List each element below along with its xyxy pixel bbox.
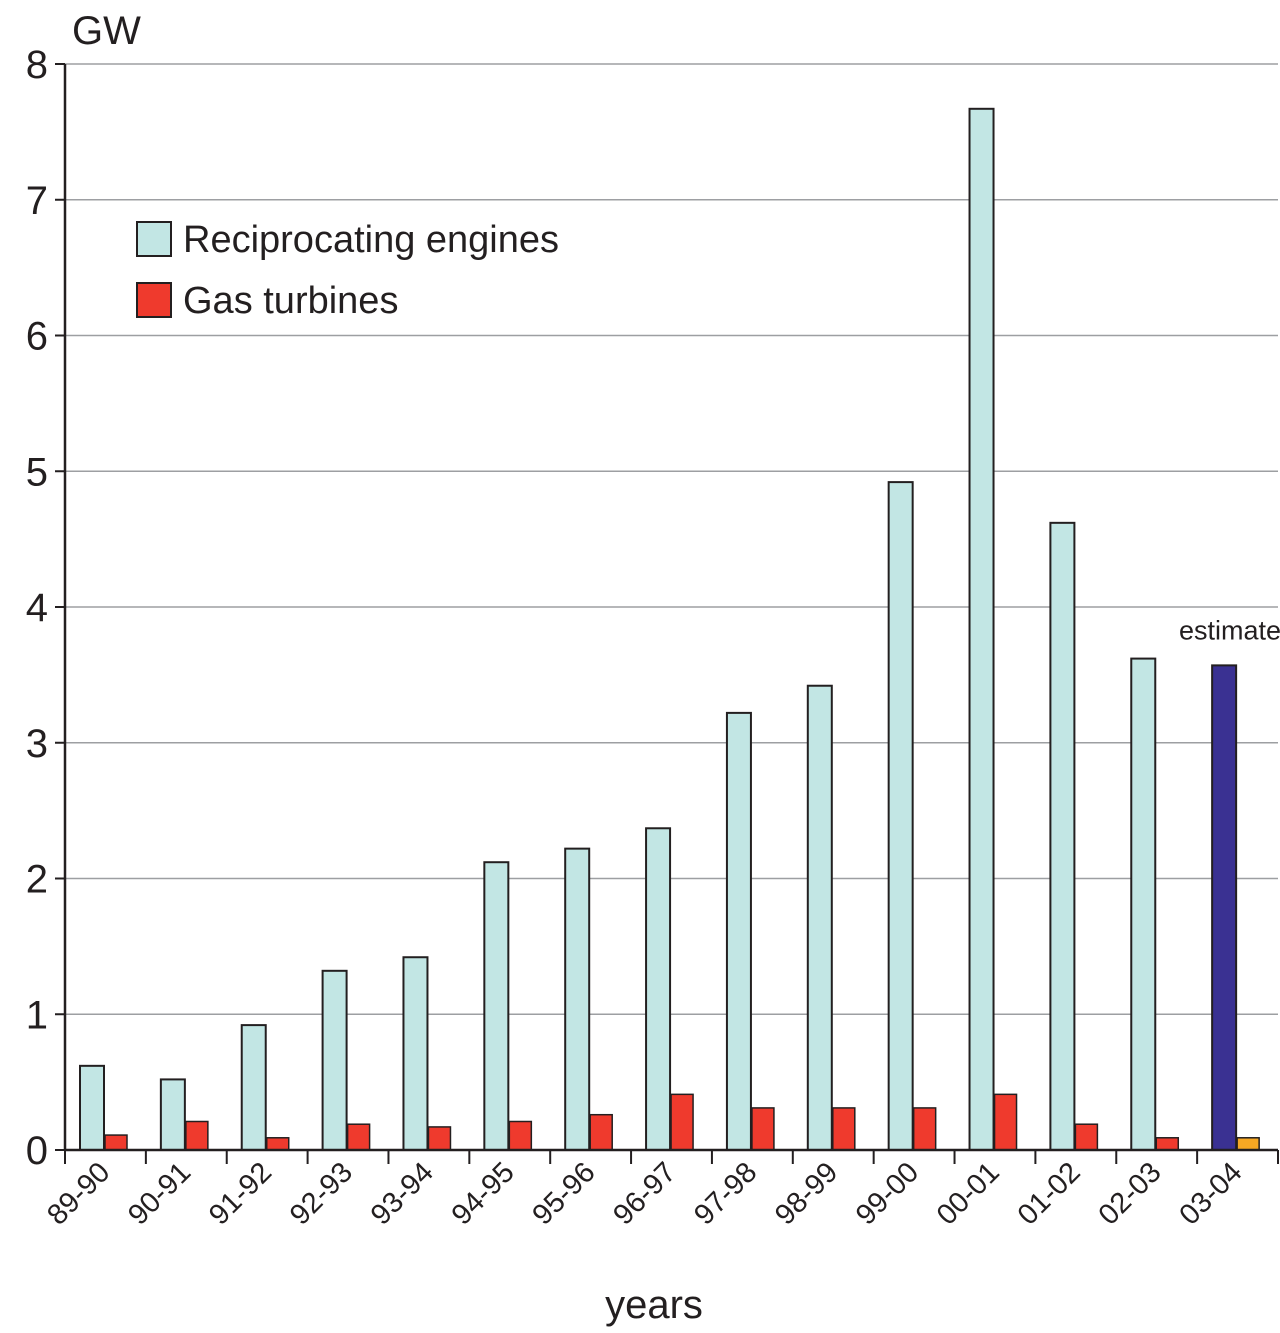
legend-label-0: Reciprocating engines xyxy=(183,219,559,261)
legend-swatch-0 xyxy=(136,221,172,257)
bar-gas-turbine-90-91 xyxy=(185,1120,209,1151)
axes xyxy=(55,63,1279,1164)
x-tick-labels: 89-90 90-91 91-92 92-93 93-94 94-95 95-96 96-97… xyxy=(41,1156,1248,1231)
bar-gas-turbine-00-01 xyxy=(993,1093,1018,1151)
x-tick-label-96-97: 96-97 xyxy=(607,1156,682,1231)
y-tick-label-7: 7 xyxy=(26,179,48,223)
bar-reciprocating-01-02 xyxy=(1049,521,1076,1151)
bar-gas-turbine-98-99 xyxy=(832,1107,856,1151)
bar-reciprocating-96-97 xyxy=(645,827,672,1152)
legend-label-1: Gas turbines xyxy=(183,280,398,322)
gridlines xyxy=(65,63,1278,1015)
x-tick-label-97-98: 97-98 xyxy=(688,1156,763,1231)
y-tick-label-5: 5 xyxy=(26,450,48,494)
y-axis-unit: GW xyxy=(72,9,141,53)
bar-reciprocating-89-90 xyxy=(79,1064,105,1151)
y-tick-label-6: 6 xyxy=(26,315,48,359)
legend: Reciprocating engines Gas turbines xyxy=(136,219,559,322)
bar-gas-turbine-93-94 xyxy=(427,1126,452,1151)
bar-gas-turbine-92-93 xyxy=(346,1123,371,1151)
x-tick-label-01-02: 01-02 xyxy=(1012,1156,1087,1231)
bar-gas-turbine-91-92 xyxy=(265,1137,290,1151)
y-tick-labels: 0 1 2 3 4 5 6 7 8 xyxy=(26,43,48,1173)
x-tick-label-92-93: 92-93 xyxy=(284,1156,359,1231)
bar-gas-turbine-99-00 xyxy=(912,1107,937,1151)
legend-swatch-1 xyxy=(136,282,172,318)
x-axis-title: years xyxy=(605,1283,703,1327)
bars xyxy=(79,107,1260,1152)
bar-gas-turbine-02-03 xyxy=(1155,1137,1180,1151)
x-tick-label-94-95: 94-95 xyxy=(446,1156,521,1231)
annotations: estimate xyxy=(1179,615,1280,645)
y-tick-label-0: 0 xyxy=(26,1129,48,1173)
bar-reciprocating-98-99 xyxy=(806,684,833,1151)
bar-gas-turbine-03-04 xyxy=(1236,1137,1260,1151)
y-tick-label-3: 3 xyxy=(26,722,48,766)
x-tick-label-98-99: 98-99 xyxy=(769,1156,844,1231)
y-tick-label-4: 4 xyxy=(26,586,48,630)
bar-reciprocating-91-92 xyxy=(240,1024,267,1151)
bar-gas-turbine-01-02 xyxy=(1074,1123,1099,1151)
bar-reciprocating-90-91 xyxy=(159,1078,186,1152)
y-tick-label-2: 2 xyxy=(26,858,48,902)
bar-gas-turbine-94-95 xyxy=(508,1120,533,1151)
bar-reciprocating-02-03 xyxy=(1130,657,1157,1152)
x-tick-label-89-90: 89-90 xyxy=(41,1156,116,1231)
bar-reciprocating-00-01 xyxy=(968,107,995,1152)
bar-reciprocating-94-95 xyxy=(483,861,510,1152)
bar-reciprocating-99-00 xyxy=(887,481,914,1151)
bar-reciprocating-92-93 xyxy=(321,969,348,1151)
x-tick-label-00-01: 00-01 xyxy=(931,1156,1006,1231)
bar-reciprocating-93-94 xyxy=(402,956,429,1151)
bar-gas-turbine-97-98 xyxy=(751,1107,775,1151)
x-tick-label-93-94: 93-94 xyxy=(365,1156,440,1231)
x-tick-label-90-91: 90-91 xyxy=(122,1156,197,1231)
bar-gas-turbine-89-90 xyxy=(104,1134,128,1151)
bar-reciprocating-97-98 xyxy=(725,711,752,1151)
x-tick-label-03-04: 03-04 xyxy=(1173,1156,1248,1231)
x-tick-label-91-92: 91-92 xyxy=(203,1156,278,1231)
x-tick-label-99-00: 99-00 xyxy=(850,1156,925,1231)
x-tick-label-95-96: 95-96 xyxy=(527,1156,602,1231)
estimate-annotation: estimate xyxy=(1179,615,1280,645)
bar-gas-turbine-95-96 xyxy=(589,1113,613,1151)
y-tick-label-1: 1 xyxy=(26,993,48,1037)
x-tick-label-02-03: 02-03 xyxy=(1093,1156,1168,1231)
y-tick-label-8: 8 xyxy=(26,43,48,87)
bar-gas-turbine-96-97 xyxy=(670,1093,694,1151)
bar-reciprocating-95-96 xyxy=(564,847,591,1151)
bar-reciprocating-03-04 xyxy=(1211,664,1238,1151)
